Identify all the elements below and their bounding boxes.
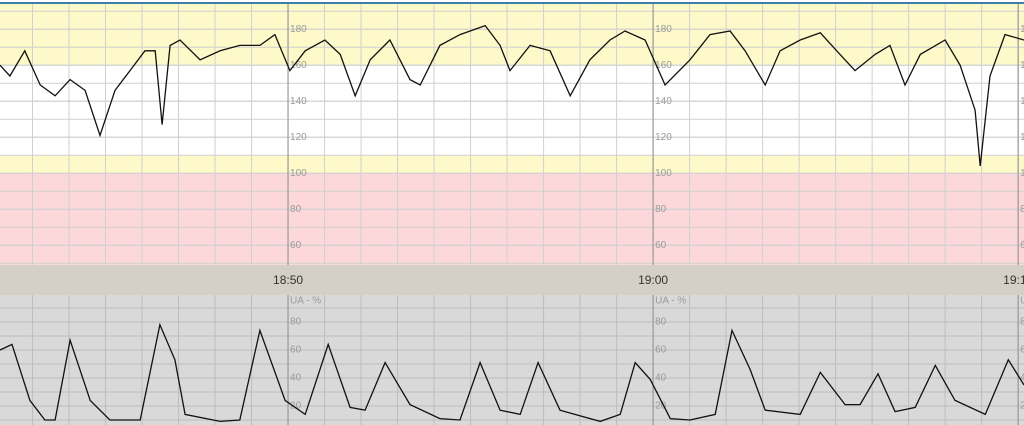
y-tick-label: 60	[655, 240, 667, 251]
y-tick-label: 80	[290, 317, 302, 328]
y-tick-label: 180	[655, 24, 672, 35]
trace	[0, 24, 1024, 167]
time-label: 19:10	[1003, 273, 1024, 287]
y-tick-label: 140	[1020, 96, 1024, 107]
y-tick-label: 140	[290, 96, 307, 107]
y-tick-label: 120	[290, 132, 307, 143]
y-tick-label: 60	[290, 240, 302, 251]
y-tick-label: 120	[1020, 132, 1024, 143]
y-tick-label: 160	[1020, 60, 1024, 71]
y-tick-label: 180	[1020, 24, 1024, 35]
y-tick-label: 60	[655, 345, 667, 356]
y-tick-label: 80	[1020, 317, 1024, 328]
zone	[0, 155, 1024, 174]
y-tick-label: 180	[290, 24, 307, 35]
y-tick-label: 60	[1020, 345, 1024, 356]
y-tick-label: 100	[290, 168, 307, 179]
y-tick-label: 140	[655, 96, 672, 107]
y-tick-label: 80	[290, 204, 302, 215]
y-tick-label: 80	[655, 204, 667, 215]
y-tick-label: 20	[1020, 401, 1024, 412]
y-tick-label: 80	[1020, 204, 1024, 215]
y-axis-label: UA - %	[1020, 296, 1024, 307]
y-tick-label: 120	[655, 132, 672, 143]
ua-panel	[0, 295, 1024, 425]
y-tick-label: 80	[655, 317, 667, 328]
y-tick-label: 100	[1020, 168, 1024, 179]
y-axis-label: UA - %	[290, 296, 321, 307]
y-tick-label: 40	[290, 373, 302, 384]
y-axis-label: UA - %	[655, 296, 686, 307]
y-tick-label: 60	[290, 345, 302, 356]
y-tick-label: 20	[290, 401, 302, 412]
y-tick-label: 20	[655, 401, 667, 412]
time-bar	[0, 265, 1024, 295]
y-tick-label: 40	[1020, 373, 1024, 384]
y-tick-label: 100	[655, 168, 672, 179]
time-label: 18:50	[273, 273, 303, 287]
y-tick-label: 160	[655, 60, 672, 71]
trace	[0, 322, 1024, 423]
y-tick-label: 160	[290, 60, 307, 71]
zone	[0, 173, 1024, 265]
time-label: 19:00	[638, 273, 668, 287]
y-tick-label: 40	[655, 373, 667, 384]
zone	[0, 4, 1024, 66]
y-tick-label: 60	[1020, 240, 1024, 251]
